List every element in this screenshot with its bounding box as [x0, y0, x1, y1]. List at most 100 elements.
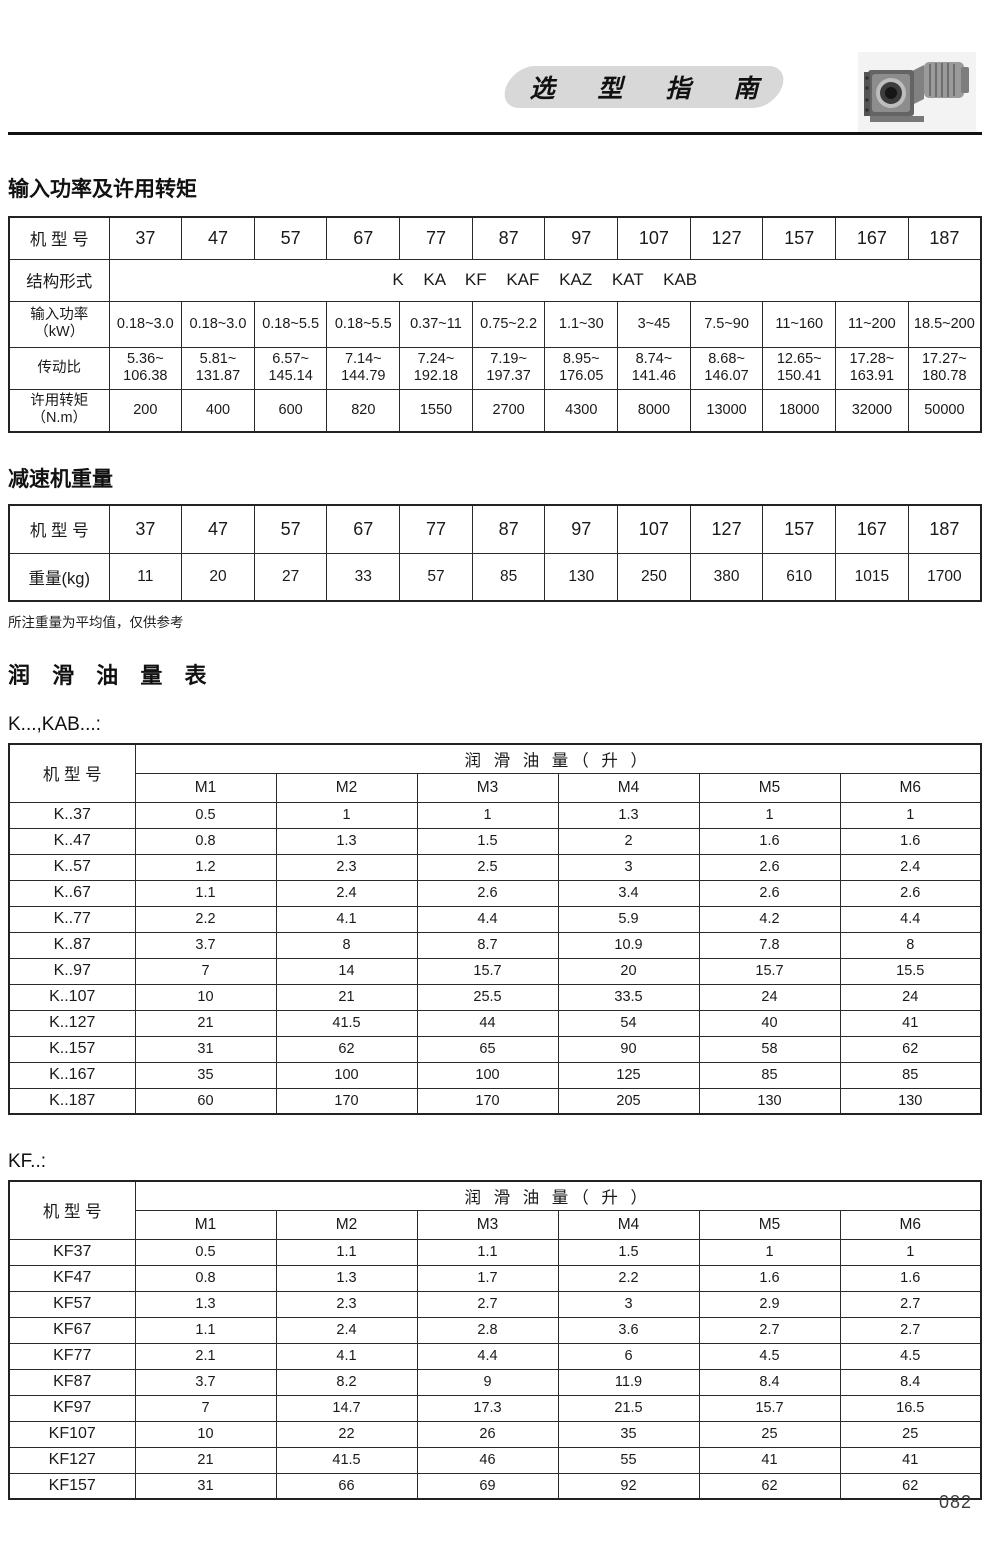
oil-value-cell: 55 — [557, 1446, 700, 1474]
oil-value-cell: 22 — [275, 1420, 418, 1448]
oil-value-cell: 1 — [275, 801, 418, 829]
table-row: KF47 0.8 1.3 1.7 2.2 1.6 1.6 — [8, 1264, 982, 1292]
oil-value-cell: 1.3 — [275, 1264, 418, 1292]
power-cell: 0.37~11 — [399, 300, 473, 348]
torque-cell: 50000 — [907, 388, 982, 433]
table-row: K..67 1.1 2.4 2.6 3.4 2.6 2.6 — [8, 879, 982, 907]
oil-value-cell: 1 — [698, 1238, 841, 1266]
oil-value-cell: 25 — [839, 1420, 982, 1448]
weight-cell: 610 — [762, 552, 837, 602]
oil-value-cell: 2.6 — [698, 879, 841, 907]
oil-value-cell: 10.9 — [557, 931, 700, 959]
model-cell: 157 — [762, 504, 837, 554]
model-cell: K..47 — [8, 827, 136, 855]
oil-value-cell: 0.5 — [134, 801, 277, 829]
model-cell: 57 — [253, 216, 328, 260]
mount-position-header: M2 — [275, 772, 418, 803]
model-cell: K..167 — [8, 1061, 136, 1089]
oil-value-cell: 4.4 — [416, 1342, 559, 1370]
oil-value-cell: 90 — [557, 1035, 700, 1063]
weight-table: 机 型 号 37 47 57 67 77 87 97 107 127 157 167 187 重量(k… — [8, 504, 982, 602]
mount-position-header: M3 — [416, 772, 559, 803]
oil-value-cell: 205 — [557, 1087, 700, 1115]
oil-value-cell: 125 — [557, 1061, 700, 1089]
oil-value-cell: 9 — [416, 1368, 559, 1396]
model-cell: 167 — [835, 216, 909, 260]
oil-value-cell: 1 — [698, 801, 841, 829]
model-cell: 157 — [762, 216, 837, 260]
oil-value-cell: 10 — [134, 1420, 277, 1448]
table-row: KF157 31 66 69 92 62 62 — [8, 1472, 982, 1500]
ratio-cell: 8.95~ 176.05 — [544, 346, 619, 390]
oil-value-cell: 60 — [134, 1087, 277, 1115]
ratio-cell: 7.24~ 192.18 — [399, 346, 473, 390]
models-row: 机 型 号 37 47 57 67 77 87 97 107 127 157 167 187 — [8, 504, 982, 554]
ratio-cell: 7.19~ 197.37 — [471, 346, 546, 390]
weight-cell: 380 — [689, 552, 764, 602]
model-cell: K..127 — [8, 1009, 136, 1037]
weight-cell: 85 — [471, 552, 546, 602]
model-header: 机 型 号 — [8, 1180, 136, 1240]
model-cell: K..157 — [8, 1035, 136, 1063]
table-row: K..47 0.8 1.3 1.5 2 1.6 1.6 — [8, 827, 982, 855]
oil-value-cell: 1.5 — [557, 1238, 700, 1266]
row-label-structure: 结构形式 — [8, 258, 110, 302]
ratio-cell: 8.68~ 146.07 — [689, 346, 764, 390]
oil-value-cell: 41.5 — [275, 1446, 418, 1474]
weight-cell: 11 — [108, 552, 183, 602]
oil-value-cell: 6 — [557, 1342, 700, 1370]
oil-value-cell: 2.9 — [698, 1290, 841, 1318]
weight-cell: 130 — [544, 552, 619, 602]
oil-value-cell: 62 — [839, 1035, 982, 1063]
oil-value-cell: 170 — [275, 1087, 418, 1115]
ratio-cell: 7.14~ 144.79 — [326, 346, 401, 390]
oil-value-cell: 62 — [839, 1472, 982, 1500]
power-cell: 0.75~2.2 — [471, 300, 546, 348]
model-cell: KF107 — [8, 1420, 136, 1448]
table-row: KF77 2.1 4.1 4.4 6 4.5 4.5 — [8, 1342, 982, 1370]
oil-value-cell: 8.4 — [698, 1368, 841, 1396]
weight-cell: 1700 — [907, 552, 982, 602]
weights-row: 重量(kg) 11 20 27 33 57 85 130 250 380 610 1015 1700 — [8, 552, 982, 602]
oil-value-cell: 2.8 — [416, 1316, 559, 1344]
weight-cell: 27 — [253, 552, 328, 602]
model-cell: K..97 — [8, 957, 136, 985]
model-cell: 97 — [544, 216, 619, 260]
oil-value-cell: 4.2 — [698, 905, 841, 933]
model-cell: K..37 — [8, 801, 136, 829]
ratio-cell: 17.28~ 163.91 — [835, 346, 909, 390]
header-title: 选 型 指 南 — [529, 75, 777, 103]
oil-value-cell: 3.7 — [134, 931, 277, 959]
oil-value-cell: 15.7 — [416, 957, 559, 985]
weight-cell: 1015 — [835, 552, 909, 602]
weight-cell: 20 — [181, 552, 255, 602]
oil-value-cell: 33.5 — [557, 983, 700, 1011]
ratio-cell: 6.57~ 145.14 — [253, 346, 328, 390]
oil-value-cell: 170 — [416, 1087, 559, 1115]
oil-value-cell: 58 — [698, 1035, 841, 1063]
oil-value-cell: 1.5 — [416, 827, 559, 855]
section-title-weight: 减速机重量 — [8, 468, 113, 491]
oil-value-cell: 7.8 — [698, 931, 841, 959]
model-cell: 187 — [907, 504, 982, 554]
oil-value-cell: 25 — [698, 1420, 841, 1448]
torque-row: 许用转矩 （N.m） 200 400 600 820 1550 2700 4300 8000 1… — [8, 388, 982, 433]
table-row: K..187 60 170 170 205 130 130 — [8, 1087, 982, 1115]
model-cell: KF127 — [8, 1446, 136, 1474]
power-cell: 0.18~5.5 — [326, 300, 401, 348]
oil-value-cell: 2.4 — [275, 1316, 418, 1344]
oil-value-cell: 2.4 — [275, 879, 418, 907]
row-label-models: 机 型 号 — [8, 504, 110, 554]
row-label-power: 输入功率 （kW） — [8, 300, 110, 348]
ratio-cell: 5.81~ 131.87 — [181, 346, 255, 390]
oil-value-cell: 5.9 — [557, 905, 700, 933]
oil-value-cell: 62 — [698, 1472, 841, 1500]
power-cell: 11~200 — [835, 300, 909, 348]
table-row: K..127 21 41.5 44 54 40 41 — [8, 1009, 982, 1037]
oil-value-cell: 25.5 — [416, 983, 559, 1011]
torque-cell: 820 — [326, 388, 401, 433]
model-cell: K..187 — [8, 1087, 136, 1115]
model-cell: 127 — [689, 504, 764, 554]
power-cell: 7.5~90 — [689, 300, 764, 348]
